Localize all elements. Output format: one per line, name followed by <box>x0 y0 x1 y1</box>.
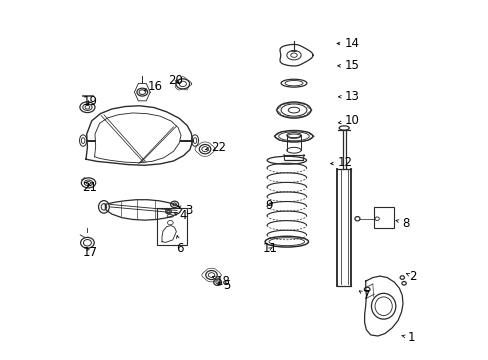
Text: 16: 16 <box>144 80 163 93</box>
Text: 18: 18 <box>212 275 230 288</box>
Bar <box>373 207 393 228</box>
Text: 6: 6 <box>176 235 183 255</box>
Text: 22: 22 <box>205 140 226 153</box>
Text: 5: 5 <box>217 279 230 292</box>
Text: 20: 20 <box>168 74 183 87</box>
Text: 14: 14 <box>336 36 359 50</box>
Text: 13: 13 <box>338 90 359 103</box>
Text: 3: 3 <box>178 204 192 217</box>
Text: 2: 2 <box>406 270 416 283</box>
Text: 7: 7 <box>359 289 369 302</box>
Text: 17: 17 <box>82 246 97 259</box>
Text: 9: 9 <box>265 199 272 212</box>
Text: 12: 12 <box>330 156 352 169</box>
Text: 11: 11 <box>262 242 277 255</box>
Text: 15: 15 <box>337 59 359 72</box>
Text: 4: 4 <box>173 210 186 222</box>
Text: 21: 21 <box>82 181 97 194</box>
Text: 10: 10 <box>338 114 359 127</box>
Bar <box>156 208 187 245</box>
Text: 1: 1 <box>401 331 414 344</box>
Text: 19: 19 <box>82 95 97 108</box>
Text: 8: 8 <box>395 216 409 230</box>
